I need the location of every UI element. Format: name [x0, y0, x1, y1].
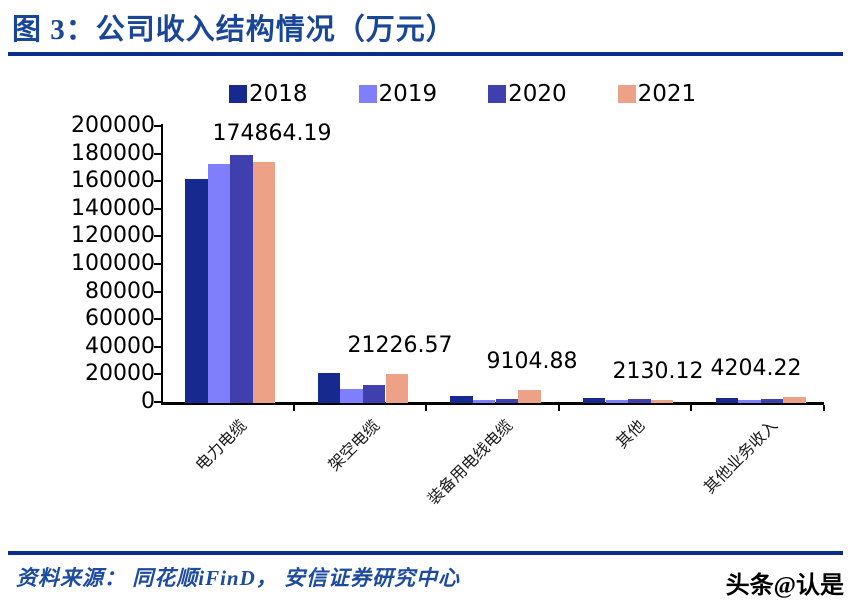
- bar-2020-5: [760, 398, 784, 403]
- bar-2018-1: [185, 178, 208, 404]
- y-tick-label: 200000: [71, 113, 155, 138]
- bar-2018-4: [582, 397, 606, 403]
- source-note: 资料来源： 同花顺iFinD， 安信证券研究中心: [16, 566, 461, 590]
- x-category-label-1: 电力电缆: [191, 415, 251, 475]
- legend-item-2020: 2020: [488, 81, 567, 107]
- value-label-5: 4204.22: [710, 356, 802, 382]
- y-tick-mark: [154, 235, 161, 238]
- x-tick-mark: [425, 405, 428, 411]
- bar-2018-5: [715, 397, 739, 403]
- value-label-1: 174864.19: [212, 120, 332, 146]
- bar-2020-2: [362, 385, 386, 403]
- legend-label-2018: 2018: [249, 81, 308, 107]
- bar-2021-5: [783, 397, 806, 403]
- y-tick-label: 40000: [85, 333, 155, 359]
- y-tick-mark: [154, 125, 161, 127]
- bar-2021-2: [385, 373, 409, 403]
- legend-item-2021: 2021: [617, 81, 697, 107]
- x-category-label-3: 装备用电线电缆: [423, 415, 516, 509]
- bar-2019-3: [472, 399, 496, 403]
- page-title: 图 3：公司收入结构情况（万元）: [12, 14, 456, 46]
- bar-2021-3: [518, 390, 541, 403]
- y-tick-label: 160000: [71, 168, 155, 194]
- x-category-label-4: 其他: [612, 415, 649, 452]
- bar-2018-2: [317, 373, 341, 403]
- bar-2018-3: [450, 396, 473, 403]
- value-label-4: 2130.12: [612, 359, 704, 385]
- legend-item-2018: 2018: [229, 81, 308, 107]
- legend-swatch-2019: [358, 85, 377, 103]
- y-tick-label: 60000: [85, 306, 155, 332]
- legend-swatch-2018: [229, 85, 247, 103]
- legend-label-2020: 2020: [508, 81, 567, 107]
- bar-2019-5: [738, 400, 761, 403]
- legend-swatch-2020: [488, 85, 507, 103]
- y-tick-mark: [154, 290, 161, 293]
- y-tick-label: 180000: [71, 140, 155, 166]
- y-tick-label: 120000: [71, 223, 155, 249]
- legend-item-2019: 2019: [358, 81, 438, 107]
- legend-label-2021: 2021: [637, 81, 697, 107]
- bar-2020-3: [495, 398, 519, 403]
- x-tick-mark: [823, 405, 825, 411]
- chart-area: 0 20000 40000 60000 80000 100000 120000 140000 1…: [71, 113, 825, 509]
- y-tick-label: 20000: [85, 361, 155, 387]
- bar-2021-1: [252, 161, 276, 403]
- bar-2020-1: [230, 155, 253, 403]
- y-tick-label: 100000: [71, 251, 155, 276]
- bar-2019-4: [605, 400, 629, 403]
- x-tick-mark: [292, 405, 295, 411]
- y-tick-mark: [154, 263, 161, 265]
- y-axis-line: [161, 124, 163, 405]
- y-tick-label: 0: [141, 389, 155, 414]
- x-axis-line: [161, 402, 824, 405]
- y-tick-label: 140000: [71, 195, 155, 221]
- y-tick-mark: [154, 345, 161, 348]
- y-tick-mark: [154, 152, 161, 155]
- value-label-2: 21226.57: [347, 332, 453, 358]
- footer-divider: [8, 551, 843, 555]
- y-tick-label: 80000: [85, 278, 155, 304]
- value-label-3: 9104.88: [486, 349, 578, 375]
- title-divider: [8, 52, 843, 56]
- x-category-label-2: 架空电缆: [324, 415, 384, 475]
- bar-2021-4: [650, 400, 674, 403]
- y-tick-mark: [154, 318, 161, 321]
- bar-2019-1: [207, 163, 231, 403]
- bar-2019-2: [340, 389, 363, 403]
- y-tick-mark: [154, 373, 161, 376]
- legend-label-2019: 2019: [378, 81, 438, 107]
- legend: 2018 2019 2020 2021: [229, 81, 697, 107]
- y-tick-mark: [154, 401, 161, 403]
- y-tick-mark: [154, 207, 161, 210]
- x-tick-mark: [690, 405, 693, 411]
- x-tick-mark: [557, 405, 560, 411]
- y-tick-mark: [154, 180, 161, 183]
- legend-swatch-2021: [617, 85, 636, 103]
- watermark: 头条@认是: [725, 573, 844, 599]
- x-category-label-5: 其他业务收入: [699, 415, 781, 498]
- bar-2020-4: [628, 399, 651, 403]
